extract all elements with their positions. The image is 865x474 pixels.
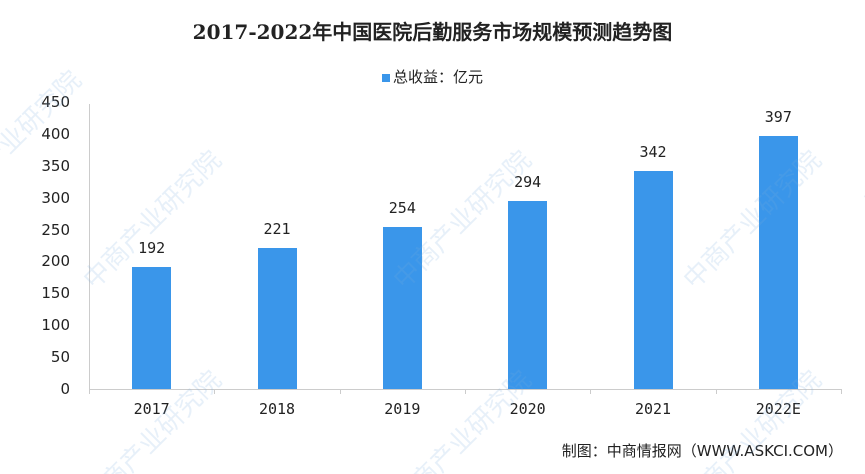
x-tick-mark bbox=[715, 389, 717, 394]
watermark-text: 中商产业研究院 bbox=[677, 145, 828, 296]
data-label: 254 bbox=[388, 199, 416, 217]
chart-title: 2017-2022年中国医院后勤服务市场规模预测趋势图 bbox=[192, 20, 673, 44]
bar bbox=[508, 201, 548, 389]
y-tick-label: 0 bbox=[60, 380, 70, 398]
x-tick-label: 2022E bbox=[755, 400, 801, 418]
legend-label: 总收益：亿元 bbox=[392, 68, 483, 86]
x-tick-mark bbox=[465, 389, 466, 394]
y-tick-label: 200 bbox=[41, 252, 70, 271]
bar bbox=[132, 266, 172, 389]
source-credit: 制图：中商情报网（WWW.ASKCI.COM） bbox=[561, 442, 843, 460]
legend-swatch bbox=[381, 73, 390, 82]
y-tick-label: 300 bbox=[41, 188, 70, 207]
x-tick-mark bbox=[214, 389, 216, 394]
data-label: 221 bbox=[263, 220, 291, 239]
data-label: 342 bbox=[639, 142, 667, 161]
data-label: 397 bbox=[764, 107, 792, 126]
x-tick-label: 2020 bbox=[509, 400, 546, 418]
y-tick-label: 100 bbox=[41, 316, 70, 335]
y-tick-label: 50 bbox=[50, 348, 70, 367]
x-tick-label: 2018 bbox=[258, 400, 296, 418]
y-axis-line bbox=[89, 104, 90, 390]
x-tick-mark bbox=[841, 389, 842, 394]
x-tick-label: 2017 bbox=[133, 400, 170, 418]
bar bbox=[758, 135, 798, 389]
y-tick-label: 150 bbox=[41, 284, 70, 303]
bar bbox=[257, 248, 297, 389]
data-label: 192 bbox=[138, 238, 166, 257]
y-tick-label: 450 bbox=[41, 93, 70, 111]
y-tick-label: 350 bbox=[41, 156, 70, 175]
x-tick-label: 2021 bbox=[634, 400, 672, 418]
bar bbox=[633, 170, 673, 389]
x-tick-label: 2019 bbox=[384, 400, 421, 418]
x-tick-mark bbox=[590, 389, 592, 394]
bar bbox=[382, 227, 422, 389]
y-tick-label: 400 bbox=[41, 124, 70, 143]
y-tick-label: 250 bbox=[41, 220, 70, 239]
x-tick-mark bbox=[339, 389, 341, 394]
data-label: 294 bbox=[514, 173, 542, 192]
x-tick-mark bbox=[89, 389, 90, 394]
legend: 总收益：亿元 bbox=[0, 66, 865, 87]
